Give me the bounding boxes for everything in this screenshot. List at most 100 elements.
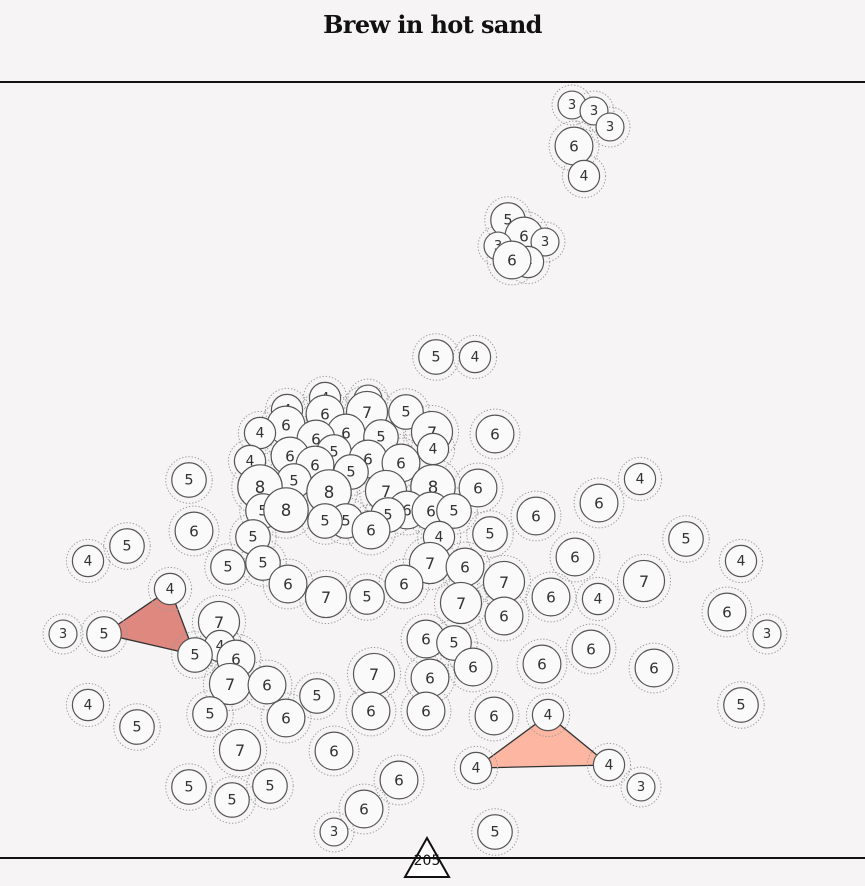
number-piece[interactable]: 6: [410, 658, 450, 698]
piece-circle: [579, 483, 619, 523]
number-piece[interactable]: 6: [247, 665, 287, 705]
number-piece[interactable]: 3: [626, 772, 656, 802]
piece-circle: [349, 579, 385, 615]
piece-number: 5: [401, 405, 410, 421]
number-piece[interactable]: 3: [595, 112, 625, 142]
number-piece[interactable]: 6: [268, 564, 308, 604]
piece-circle: [48, 619, 78, 649]
number-piece[interactable]: 6: [579, 483, 619, 523]
number-piece[interactable]: 3: [48, 619, 78, 649]
number-piece[interactable]: 5: [307, 503, 343, 539]
number-piece[interactable]: 4: [724, 544, 758, 578]
number-piece[interactable]: 5: [349, 579, 385, 615]
number-piece[interactable]: 6: [384, 564, 424, 604]
piece-number: 6: [285, 448, 295, 466]
piece-number: 7: [235, 741, 245, 760]
number-piece[interactable]: 5: [192, 696, 228, 732]
piece-number: 6: [421, 631, 431, 649]
number-piece[interactable]: 7: [482, 560, 526, 604]
piece-circle: [475, 414, 515, 454]
number-piece[interactable]: 4: [243, 416, 277, 450]
number-piece[interactable]: 7: [439, 581, 483, 625]
number-piece[interactable]: 7: [304, 575, 348, 619]
number-piece[interactable]: 5: [171, 769, 207, 805]
number-piece[interactable]: 5: [472, 516, 508, 552]
number-piece[interactable]: 6: [522, 644, 562, 684]
number-piece[interactable]: 4: [459, 751, 493, 785]
number-piece[interactable]: 5: [86, 616, 122, 652]
piece-number: 6: [231, 651, 241, 669]
number-piece[interactable]: 5: [210, 549, 246, 585]
number-piece[interactable]: 6: [406, 619, 446, 659]
number-piece[interactable]: 6: [531, 577, 571, 617]
number-piece[interactable]: 6: [555, 537, 595, 577]
piece-circle: [723, 687, 759, 723]
number-piece[interactable]: 5: [299, 678, 335, 714]
number-piece[interactable]: 7: [622, 559, 666, 603]
number-piece[interactable]: 4: [592, 748, 626, 782]
piece-ring: [103, 522, 151, 570]
number-piece[interactable]: 3: [530, 227, 560, 257]
number-piece[interactable]: 6: [484, 596, 524, 636]
number-piece[interactable]: 5: [723, 687, 759, 723]
piece-ring: [471, 808, 519, 856]
number-piece[interactable]: 4: [416, 432, 450, 466]
piece-ring: [586, 742, 632, 788]
number-piece[interactable]: 6: [445, 547, 485, 587]
piece-circle: [314, 731, 354, 771]
number-piece[interactable]: 6: [344, 789, 384, 829]
number-piece[interactable]: 4: [623, 462, 657, 496]
piece-number: 5: [346, 465, 355, 481]
number-piece[interactable]: 5: [109, 528, 145, 564]
number-piece[interactable]: 6: [707, 592, 747, 632]
number-piece[interactable]: 4: [567, 159, 601, 193]
piece-ring: [469, 408, 521, 460]
number-piece[interactable]: 5: [171, 462, 207, 498]
number-piece[interactable]: 7: [208, 662, 252, 706]
number-piece[interactable]: 5: [177, 637, 213, 673]
number-piece[interactable]: 5: [252, 768, 288, 804]
piece-number: 4: [580, 169, 589, 185]
piece-number: 6: [537, 656, 547, 674]
number-piece[interactable]: 4: [71, 544, 105, 578]
number-piece[interactable]: 6: [406, 691, 446, 731]
number-piece[interactable]: 4: [581, 582, 615, 616]
number-piece[interactable]: 6: [314, 731, 354, 771]
piece-number: 3: [763, 627, 771, 642]
number-piece[interactable]: 3: [752, 619, 782, 649]
number-piece[interactable]: 6: [266, 698, 306, 738]
number-piece[interactable]: 6: [351, 510, 391, 550]
number-piece[interactable]: 6: [634, 648, 674, 688]
number-piece[interactable]: 5: [119, 709, 155, 745]
number-piece[interactable]: 5: [418, 339, 454, 375]
number-piece[interactable]: 6: [351, 691, 391, 731]
pieces-layer[interactable]: 3336456334654443765766465456666456558878…: [48, 90, 782, 850]
number-piece[interactable]: 8: [263, 487, 309, 533]
piece-circle: [436, 493, 472, 529]
number-piece[interactable]: 5: [245, 545, 281, 581]
piece-ring: [575, 576, 621, 622]
piece-ring: [701, 586, 753, 638]
number-piece[interactable]: 4: [531, 698, 565, 732]
number-piece[interactable]: 5: [436, 493, 472, 529]
number-piece[interactable]: 4: [71, 688, 105, 722]
number-piece[interactable]: 6: [475, 414, 515, 454]
number-piece[interactable]: 3: [319, 817, 349, 847]
number-piece[interactable]: 5: [668, 521, 704, 557]
number-piece[interactable]: 6: [174, 511, 214, 551]
number-piece[interactable]: 6: [571, 629, 611, 669]
number-piece[interactable]: 6: [458, 468, 498, 508]
number-piece[interactable]: 6: [516, 496, 556, 536]
number-piece[interactable]: 7: [352, 652, 396, 696]
number-piece[interactable]: 6: [453, 647, 493, 687]
number-piece[interactable]: 6: [554, 126, 594, 166]
number-piece[interactable]: 6: [492, 240, 532, 280]
number-piece[interactable]: 6: [474, 696, 514, 736]
number-piece[interactable]: 4: [458, 340, 492, 374]
number-piece[interactable]: 4: [153, 572, 187, 606]
number-piece[interactable]: 5: [214, 782, 250, 818]
number-piece[interactable]: 5: [477, 814, 513, 850]
number-piece[interactable]: 6: [379, 760, 419, 800]
number-piece[interactable]: 7: [218, 728, 262, 772]
